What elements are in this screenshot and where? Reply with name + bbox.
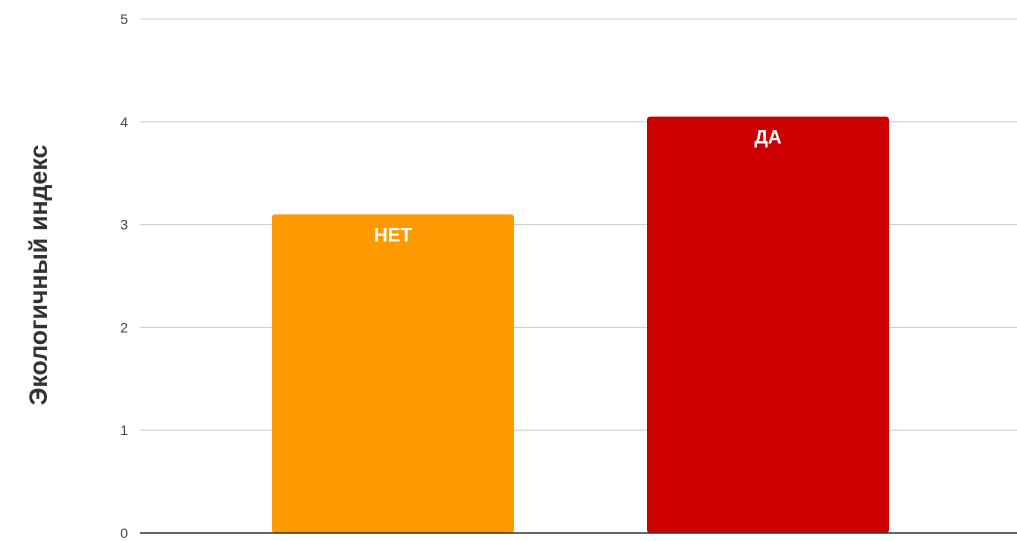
y-tick-label: 2 bbox=[120, 319, 128, 335]
bar-labels: НЕТ ДА bbox=[374, 128, 782, 247]
bars bbox=[272, 116, 889, 533]
bar-label: НЕТ bbox=[374, 225, 412, 246]
bar-da bbox=[647, 116, 889, 533]
y-axis-label: Экологичный индекс bbox=[25, 144, 53, 405]
bar-label: ДА bbox=[754, 128, 782, 149]
y-tick-label: 5 bbox=[120, 11, 128, 27]
y-tick-label: 4 bbox=[120, 114, 128, 130]
y-tick-label: 3 bbox=[120, 217, 128, 233]
bar-net bbox=[272, 214, 514, 533]
y-tick-label: 0 bbox=[120, 525, 128, 541]
y-tick-label: 1 bbox=[120, 422, 128, 438]
y-axis-ticks: 0 1 2 3 4 5 bbox=[120, 11, 128, 541]
